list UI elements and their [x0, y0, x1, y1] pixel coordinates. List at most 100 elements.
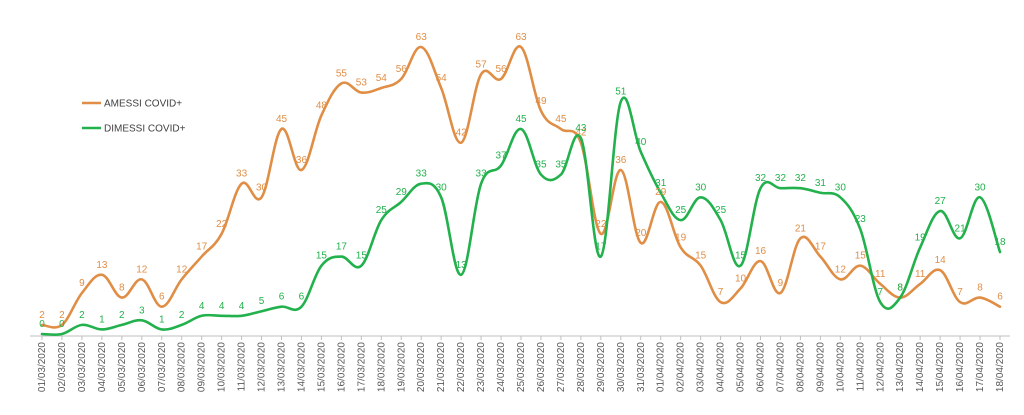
legend-entry: AMESSI COVID+: [104, 99, 182, 110]
data-label: 21: [955, 223, 967, 234]
data-label: 15: [855, 251, 867, 262]
data-label: 18: [994, 237, 1006, 248]
data-label: 30: [256, 182, 268, 193]
data-label: 6: [997, 292, 1003, 303]
x-tick-label: 07/03/2020: [157, 342, 168, 392]
data-label: 13: [456, 260, 468, 271]
data-label: 2: [119, 310, 125, 321]
data-label: 22: [216, 219, 228, 230]
x-tick-label: 23/03/2020: [476, 342, 487, 392]
data-label: 17: [815, 242, 827, 253]
data-label: 45: [555, 114, 567, 125]
data-label: 53: [356, 78, 368, 89]
data-label: 12: [176, 264, 188, 275]
x-tick-label: 25/03/2020: [516, 342, 527, 392]
x-tick-label: 10/03/2020: [217, 342, 228, 392]
data-label: 31: [815, 178, 827, 189]
x-tick-label: 11/04/2020: [855, 342, 866, 392]
data-label: 54: [436, 73, 448, 84]
data-label: 45: [515, 114, 527, 125]
x-tick-label: 24/03/2020: [496, 342, 507, 392]
x-tick-label: 04/04/2020: [716, 342, 727, 392]
data-label: 9: [79, 278, 85, 289]
data-label: 4: [219, 301, 225, 312]
data-label: 32: [775, 173, 787, 184]
data-label: 1: [99, 314, 105, 325]
data-label: 4: [239, 301, 245, 312]
x-tick-label: 17/03/2020: [356, 342, 367, 392]
data-label: 25: [376, 205, 388, 216]
data-label: 10: [735, 273, 747, 284]
x-tick-label: 11/03/2020: [237, 342, 248, 392]
x-tick-label: 18/03/2020: [376, 342, 387, 392]
data-label: 37: [495, 150, 507, 161]
data-label: 22: [595, 219, 607, 230]
data-label: 51: [615, 87, 627, 98]
series-line-amessi: [40, 45, 1002, 329]
data-label: 8: [897, 283, 903, 294]
data-label: 30: [695, 182, 707, 193]
data-label: 2: [59, 310, 65, 321]
data-label: 36: [296, 155, 308, 166]
data-label: 63: [416, 32, 428, 43]
x-tick-label: 01/04/2020: [656, 342, 667, 392]
data-label: 21: [795, 223, 807, 234]
legend-entry: DIMESSI COVID+: [104, 124, 186, 135]
data-label: 0: [39, 319, 45, 330]
data-label: 6: [279, 292, 285, 303]
data-label: 55: [336, 68, 348, 79]
x-tick-label: 05/04/2020: [736, 342, 747, 392]
x-tick-label: 06/04/2020: [756, 342, 767, 392]
x-tick-label: 02/03/2020: [57, 342, 68, 392]
x-tick-label: 28/03/2020: [576, 342, 587, 392]
x-tick-label: 19/03/2020: [396, 342, 407, 392]
data-label: 16: [755, 246, 767, 257]
data-label: 15: [356, 251, 368, 262]
x-tick-label: 21/03/2020: [436, 342, 447, 392]
x-tick-label: 01/03/2020: [37, 342, 48, 392]
x-tick-label: 20/03/2020: [416, 342, 427, 392]
data-label: 20: [635, 228, 647, 239]
data-label: 48: [316, 100, 328, 111]
data-label: 43: [575, 123, 587, 134]
data-label: 17: [336, 242, 348, 253]
x-tick-label: 31/03/2020: [636, 342, 647, 392]
x-tick-label: 08/04/2020: [795, 342, 806, 392]
x-tick-labels: 01/03/2020 02/03/2020 03/03/2020 04/03/2020…: [37, 336, 1006, 392]
data-label: 32: [795, 173, 807, 184]
data-label: 11: [875, 269, 886, 280]
data-label: 8: [119, 283, 125, 294]
data-label: 14: [935, 255, 947, 266]
data-label: 29: [655, 187, 667, 198]
data-label: 6: [299, 292, 305, 303]
x-tick-label: 26/03/2020: [536, 342, 547, 392]
data-label: 11: [915, 269, 926, 280]
x-tick-label: 18/04/2020: [995, 342, 1006, 392]
x-tick-label: 15/03/2020: [316, 342, 327, 392]
data-label: 33: [236, 169, 248, 180]
x-tick-label: 03/03/2020: [77, 342, 88, 392]
x-tick-label: 15/04/2020: [935, 342, 946, 392]
data-label: 17: [196, 242, 208, 253]
data-label: 15: [316, 251, 328, 262]
x-tick-label: 16/03/2020: [336, 342, 347, 392]
data-label: 30: [835, 182, 847, 193]
x-tick-label: 13/04/2020: [895, 342, 906, 392]
data-label: 9: [778, 278, 784, 289]
x-tick-label: 29/03/2020: [596, 342, 607, 392]
data-label: 29: [396, 187, 408, 198]
data-label: 33: [416, 169, 428, 180]
data-label: 27: [935, 196, 947, 207]
series-line-dimessi: [40, 96, 1002, 337]
x-tick-label: 07/04/2020: [775, 342, 786, 392]
data-label: 0: [59, 319, 65, 330]
data-label: 30: [436, 182, 448, 193]
x-tick-label: 06/03/2020: [137, 342, 148, 392]
data-label: 25: [715, 205, 727, 216]
data-label: 54: [376, 73, 388, 84]
data-label: 17: [595, 242, 607, 253]
data-label: 15: [695, 251, 707, 262]
data-label: 40: [635, 137, 647, 148]
